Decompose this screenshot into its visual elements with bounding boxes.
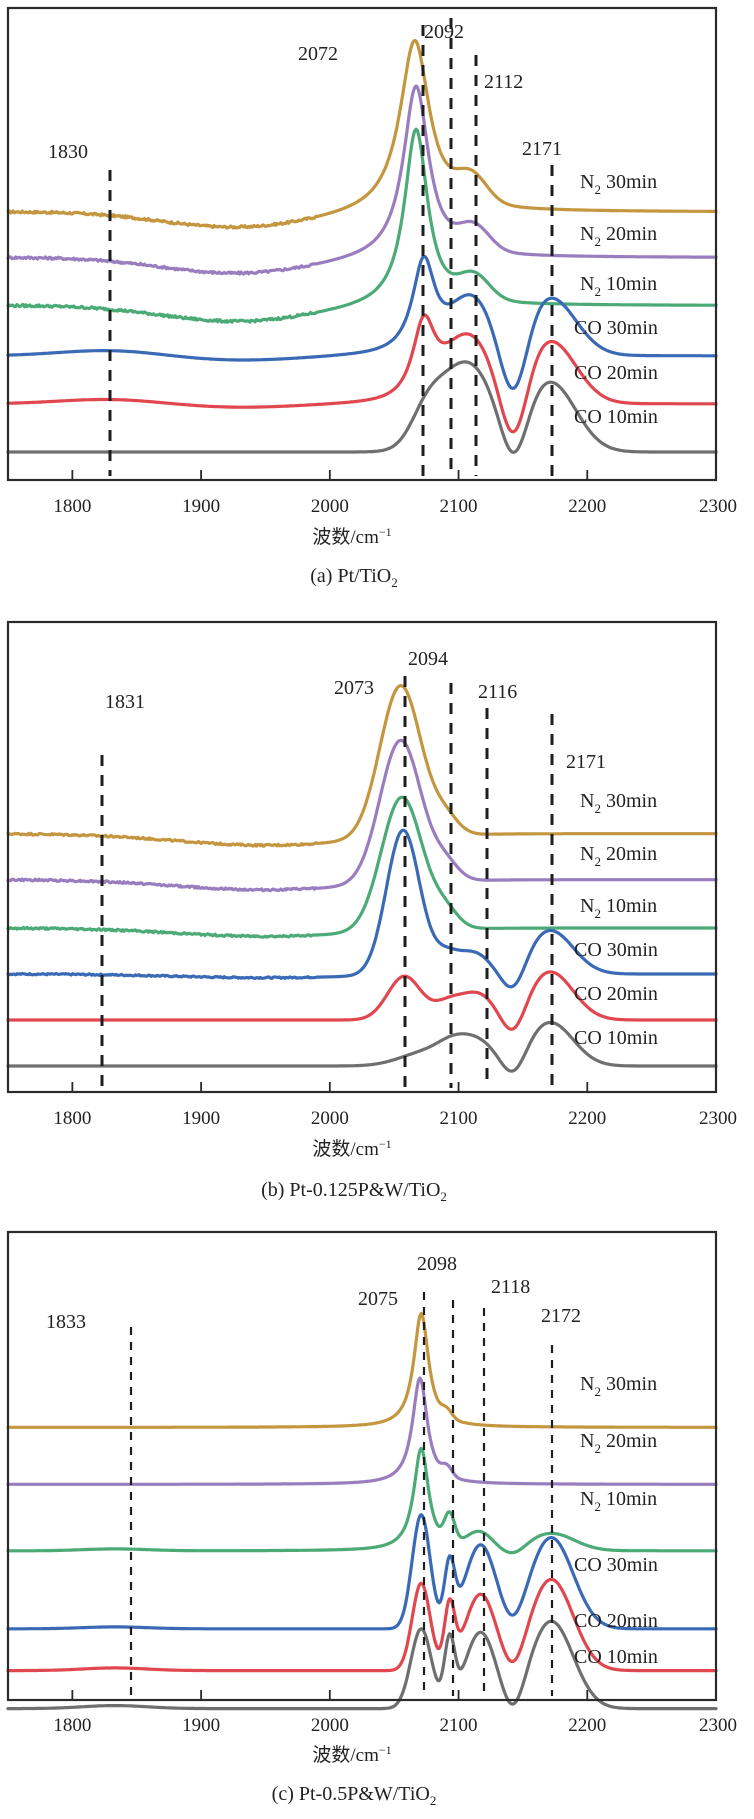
x-tick-label: 2200 [568,1715,606,1736]
peak-label-2098: 2098 [417,1253,457,1275]
series-line-co-30min [6,254,718,390]
series-line-co-20min [6,1577,718,1673]
series-label-co-30min: CO 30min [574,939,658,961]
series-label-n2-30min: N2 30min [580,790,657,816]
spectra-b [6,684,718,1073]
series-label-n2-20min: N2 20min [580,223,657,249]
x-tick-label: 1800 [53,1108,91,1129]
peak-label-2171: 2171 [522,138,562,160]
peak-label-2072: 2072 [298,43,338,65]
series-line-n2-10min [6,127,718,324]
series-line-n2-30min [6,38,718,230]
series-label-co-20min: CO 20min [574,362,658,384]
series-label-co-20min: CO 20min [574,1610,658,1632]
series-line-co-20min [6,970,718,1031]
series-label-n2-10min: N2 10min [580,273,657,299]
series-line-co-30min [6,828,718,989]
series-label-n2-10min: N2 10min [580,895,657,921]
series-label-co-30min: CO 30min [574,317,658,339]
plot-frame-c [6,1230,718,1702]
x-tick-label: 1900 [182,1715,220,1736]
peak-label-2094: 2094 [408,648,448,670]
x-tick-label: 1800 [53,496,91,517]
spectra-c [6,1311,718,1711]
peak-label-1833: 1833 [46,1311,86,1333]
series-line-co-20min [6,313,718,434]
x-tick-label: 1900 [182,1108,220,1129]
series-label-co-10min: CO 10min [574,406,658,428]
series-label-n2-20min: N2 20min [580,1430,657,1456]
panel-caption-b: (b) Pt-0.125P&W/TiO2 [261,1179,447,1204]
x-tick-label: 2100 [440,1108,478,1129]
plot-frame-b [6,620,718,1094]
peak-label-2073: 2073 [334,677,374,699]
peak-label-1831: 1831 [105,691,145,713]
plot-frame-a [6,6,718,482]
series-label-co-20min: CO 20min [574,983,658,1005]
x-tick-label: 2000 [311,1715,349,1736]
peak-label-2118: 2118 [491,1276,530,1298]
x-tick-label: 2200 [568,1108,606,1129]
x-axis-label: 波数/cm−1 [312,1743,391,1766]
peak-label-2116: 2116 [478,681,517,703]
panel-caption-a: (a) Pt/TiO2 [310,565,397,590]
x-tick-label: 2100 [440,496,478,517]
series-line-n2-30min [6,684,718,848]
series-label-n2-20min: N2 20min [580,843,657,869]
series-label-co-10min: CO 10min [574,1646,658,1668]
x-tick-label: 1900 [182,496,220,517]
peak-label-2092: 2092 [424,21,464,43]
peak-label-2075: 2075 [358,1288,398,1310]
series-line-n2-10min [6,1446,718,1555]
series-line-n2-10min [6,795,718,939]
series-label-n2-30min: N2 30min [580,171,657,197]
series-label-n2-10min: N2 10min [580,1488,657,1514]
series-label-co-10min: CO 10min [574,1027,658,1049]
peak-label-1830: 1830 [48,141,88,163]
x-axis-label: 波数/cm−1 [312,1137,391,1160]
spectra-a [6,38,718,454]
x-tick-label: 2300 [699,1715,737,1736]
x-tick-label: 2200 [568,496,606,517]
x-tick-label: 2000 [311,1108,349,1129]
x-tick-label: 2100 [440,1715,478,1736]
series-line-n2-30min [6,1311,718,1429]
peak-label-2171: 2171 [566,751,606,773]
peak-label-2172: 2172 [541,1305,581,1327]
series-label-co-30min: CO 30min [574,1554,658,1576]
panel-caption-c: (c) Pt-0.5P&W/TiO2 [272,1783,437,1808]
series-line-n2-20min [6,84,718,276]
series-line-n2-20min [6,1376,718,1486]
x-tick-label: 1800 [53,1715,91,1736]
x-tick-label: 2000 [311,496,349,517]
series-label-n2-30min: N2 30min [580,1373,657,1399]
series-line-co-30min [6,1513,718,1631]
series-line-n2-20min [6,738,718,893]
x-axis-label: 波数/cm−1 [312,525,391,548]
x-tick-label: 2300 [699,1108,737,1129]
series-line-co-10min [6,360,718,454]
panel-a: 1800 1900 2000 2100 2200 2300 波数/cm−1 (a) Pt/Ti… [6,6,737,590]
peak-label-2112: 2112 [484,71,523,93]
panel-c: 1800 1900 2000 2100 2200 2300 波数/cm−1 (c) Pt-0.… [6,1230,737,1808]
series-line-co-10min [6,1020,718,1073]
panel-b: 1800 1900 2000 2100 2200 2300 波数/cm−1 (b) Pt-0.… [6,620,737,1204]
x-tick-label: 2300 [699,496,737,517]
